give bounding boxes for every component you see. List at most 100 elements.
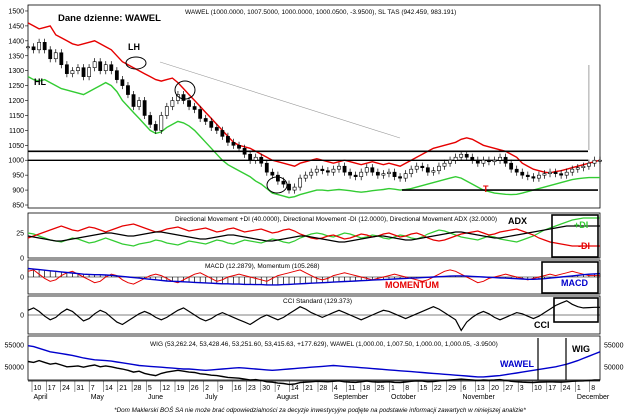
candle-body [292,186,297,191]
candle-body [309,171,314,176]
candle-body [270,171,275,176]
x-tick-label-day: 17 [548,385,556,392]
candle-body [126,85,130,95]
candle-body [525,174,530,177]
adx-highlight-box [551,214,599,258]
cci-line [27,300,600,332]
annotation-lh: LH [128,42,140,52]
candle-body [214,127,219,131]
wig-label: WIG [572,344,590,354]
adx-label: ADX [508,216,527,226]
candle-body [281,180,286,185]
adx-title: Directional Movement +DI (40.0000), Dire… [175,216,497,223]
candle-body [303,174,308,179]
candle-body [253,156,258,161]
footer-disclaimer: *Dom Maklerski BOŚ SA nie może brać odpo… [114,407,526,414]
x-tick-label-day: 7 [91,385,95,392]
x-tick-label-day: 26 [191,385,199,392]
x-tick-label-day: 24 [62,385,70,392]
x-tick-label-day: 1 [577,385,581,392]
x-tick-label-month: September [334,394,369,401]
price-y-tick-label: 1400 [8,38,24,45]
x-tick-label-day: 11 [348,385,355,392]
candle-body [542,173,547,176]
candle-body [481,159,486,164]
x-tick-label-day: 31 [76,385,84,392]
macd-y-tick-label: 0 [20,275,24,282]
x-tick-label-day: 19 [177,385,185,392]
x-tick-label-day: 10 [34,385,42,392]
candle-body [31,46,36,51]
candle-body [425,167,430,173]
x-tick-label-day: 8 [405,385,409,392]
x-tick-label-day: 15 [420,385,428,392]
candle-body [531,176,536,179]
x-tick-label-day: 27 [505,385,513,392]
x-tick-label-day: 21 [119,385,127,392]
candle-body [98,61,103,71]
candle-body [370,167,375,173]
price-title: Dane dzienne: WAWEL [58,13,161,24]
wig-y-tick-label-left: 55000 [5,342,25,349]
macd-line [27,267,601,286]
x-tick-label-month: December [577,394,610,401]
candle-body [431,170,436,173]
candle-body [314,168,319,173]
candle-body [248,153,253,161]
candle-body [114,70,119,80]
candle-body [142,100,147,116]
plus-di-label: +DI [574,220,588,230]
candle-body [220,130,225,137]
candle-body [414,165,419,170]
adx-y-tick-label: 0 [20,256,24,263]
cci-title: CCI Standard (129.373) [283,298,352,305]
candle-body [348,171,352,176]
x-tick-label-month: May [91,394,105,401]
price-y-tick-label: 850 [12,203,24,210]
adx-series-di [27,217,600,247]
candle-body [226,136,230,143]
x-tick-label-day: 14 [105,385,113,392]
trend-line [159,61,401,139]
upper-band-line [27,22,601,174]
x-tick-label-day: 10 [534,385,542,392]
candle-body [464,153,469,158]
candle-body [375,171,380,176]
candle-body [131,94,136,107]
candle-body [153,124,158,131]
candle-body [448,159,452,164]
x-tick-label-day: 17 [48,385,56,392]
macd-highlight-box [541,261,599,294]
x-tick-label-day: 5 [148,385,152,392]
annotation-circle-low [266,176,288,194]
price-panel-frame [27,4,601,209]
price-y-tick-label: 1250 [8,83,24,90]
x-tick-label-day: 28 [320,385,328,392]
candle-body [520,171,525,176]
momentum-label: MOMENTUM [385,280,439,290]
candle-body [320,168,325,171]
macd-label: MACD [561,278,588,288]
candle-body [437,165,441,171]
x-tick-label-day: 24 [563,385,571,392]
candle-body [475,159,480,164]
candle-body [337,165,341,170]
x-tick-label-day: 21 [305,385,313,392]
candle-body [420,165,425,168]
adx-y-tick-label: 25 [16,231,24,238]
candle-body [325,170,330,173]
candle-body [53,52,58,60]
candle-body [392,171,397,177]
candle-body [120,79,125,86]
candle-body [381,173,386,176]
price-y-tick-label: 1450 [8,23,24,30]
x-tick-label-day: 8 [591,385,595,392]
candle-body [276,174,280,182]
candle-body [331,168,336,173]
price-y-tick-label: 950 [12,173,24,180]
candle-body [409,168,414,174]
candle-body [42,42,47,51]
candle-body [170,100,175,107]
candle-body [70,70,75,74]
